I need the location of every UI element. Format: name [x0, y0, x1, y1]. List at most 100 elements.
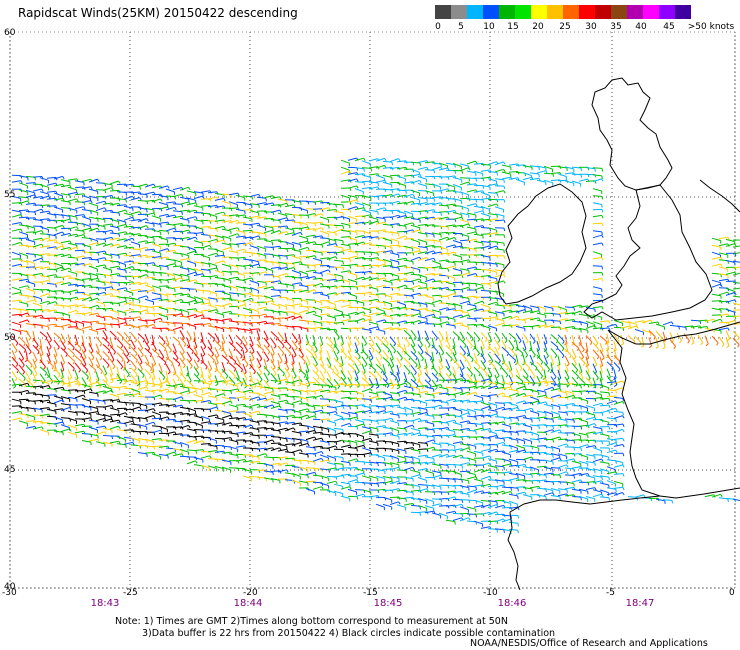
wind-barb-flag — [223, 393, 226, 397]
wind-barb — [18, 237, 29, 240]
wind-barb — [354, 188, 364, 193]
wind-barb-flag — [300, 232, 303, 236]
wind-barb — [67, 354, 75, 362]
wind-barb-flag — [191, 350, 194, 355]
wind-barb — [228, 388, 238, 392]
wind-barb-flag — [223, 390, 225, 394]
wind-barb — [242, 297, 252, 302]
wind-barb — [200, 345, 206, 355]
wind-barb — [368, 264, 379, 267]
wind-barb-flag — [167, 371, 171, 375]
wind-barb-flag — [83, 202, 86, 206]
wind-barb — [207, 444, 217, 447]
wind-barb-flag — [370, 252, 373, 256]
wind-barb — [81, 284, 91, 287]
wind-barb — [256, 216, 266, 219]
wind-barb — [256, 350, 263, 360]
wind-barb — [263, 391, 273, 395]
wind-barb — [417, 176, 427, 180]
wind-barb — [382, 300, 392, 305]
wind-barb-flag — [114, 337, 117, 341]
wind-barb — [221, 368, 229, 377]
wind-barb — [235, 445, 245, 448]
wind-barb — [256, 330, 261, 339]
wind-barb — [270, 442, 281, 444]
wind-barb — [130, 275, 141, 278]
wind-barb — [67, 380, 77, 384]
wind-barb-flag — [393, 343, 397, 347]
wind-barb — [249, 357, 253, 367]
wind-barb — [410, 202, 420, 205]
wind-barb — [53, 430, 63, 433]
wind-barb-flag — [321, 419, 324, 423]
wind-barb — [410, 337, 416, 346]
wind-barb-flag — [212, 338, 216, 342]
wind-barb — [200, 367, 204, 377]
wind-barb — [305, 320, 315, 323]
wind-barb-flag — [293, 452, 295, 456]
scale-swatch — [611, 5, 627, 19]
wind-barb — [256, 231, 266, 235]
wind-barb — [200, 338, 207, 348]
wind-barb — [298, 389, 308, 393]
wind-barb-flag — [419, 320, 422, 324]
wind-barb — [53, 386, 63, 390]
wind-barb-flag — [328, 469, 330, 473]
wind-barb-flag — [34, 194, 37, 198]
wind-barb — [333, 337, 337, 347]
wind-barb — [326, 462, 336, 466]
wind-barb — [158, 256, 168, 259]
wind-barb — [137, 340, 144, 349]
wind-barb — [207, 297, 217, 300]
wind-barb — [389, 214, 399, 219]
wind-barb-flag — [384, 246, 386, 250]
wind-barb — [214, 260, 224, 264]
wind-barb — [186, 314, 196, 318]
wind-barb-flag — [332, 349, 335, 353]
wind-barb — [11, 209, 21, 213]
wind-barb — [81, 440, 91, 443]
wind-barb — [81, 342, 87, 351]
wind-barb-flag — [286, 399, 289, 404]
wind-barb-flag — [314, 310, 317, 314]
wind-barb-flag — [332, 370, 335, 374]
wind-barb — [228, 417, 238, 420]
wind-barb — [130, 388, 140, 393]
wind-barb — [11, 214, 21, 218]
wind-barb — [144, 408, 154, 412]
wind-barb — [74, 214, 84, 217]
wind-barb-flag — [426, 485, 428, 489]
wind-barb — [137, 333, 145, 340]
wind-barb — [361, 398, 372, 400]
wind-barb — [312, 486, 322, 490]
wind-barb — [291, 333, 298, 341]
wind-barb — [361, 291, 371, 295]
wind-barb — [137, 207, 147, 210]
wind-barb-flag — [127, 338, 131, 342]
wind-barb — [109, 288, 119, 292]
wind-barb — [95, 431, 105, 436]
wind-barb — [417, 308, 428, 310]
wind-barb — [319, 377, 327, 385]
wind-barb — [396, 189, 406, 192]
wind-barb — [326, 315, 336, 319]
wind-barb — [354, 472, 364, 477]
wind-barb — [165, 313, 176, 316]
wind-barb — [67, 410, 77, 414]
wind-barb-flag — [272, 247, 275, 251]
wind-barb-flag — [328, 459, 331, 463]
wind-barb — [186, 279, 196, 283]
wind-barb — [263, 260, 273, 263]
wind-barb — [67, 368, 73, 378]
wind-barb — [410, 301, 420, 304]
wind-barb — [375, 349, 383, 358]
wind-barb-flag — [97, 259, 99, 263]
wind-barb — [221, 430, 231, 433]
wind-barb — [144, 276, 154, 279]
wind-barb — [214, 333, 220, 342]
wind-barb — [81, 405, 91, 408]
wind-barb — [207, 395, 217, 399]
wind-barb-flag — [174, 301, 177, 305]
wind-barb — [277, 202, 287, 207]
wind-barb-flag — [157, 354, 160, 358]
